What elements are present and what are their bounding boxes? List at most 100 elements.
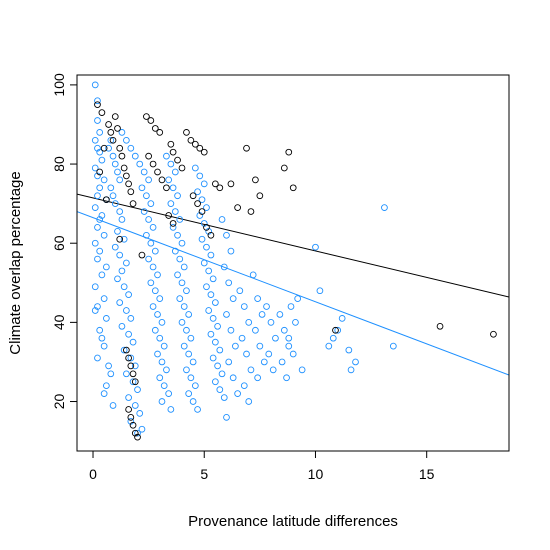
data-point [147, 117, 155, 124]
data-point [183, 326, 190, 334]
data-point [123, 136, 130, 144]
data-point [94, 303, 101, 310]
data-point [223, 414, 230, 421]
data-point [96, 326, 104, 334]
data-point [103, 315, 110, 322]
data-point [338, 315, 346, 322]
data-point [185, 350, 193, 358]
data-point [158, 398, 166, 405]
data-point [198, 196, 206, 204]
data-point [156, 374, 164, 382]
data-point [160, 342, 168, 350]
data-point [94, 172, 101, 180]
data-point [120, 164, 128, 172]
data-point [169, 148, 177, 156]
data-point [212, 180, 219, 188]
data-point [154, 350, 161, 358]
y-tick-label: 60 [51, 235, 67, 251]
data-point [189, 398, 197, 405]
data-point [138, 425, 146, 433]
data-point [223, 311, 230, 318]
data-point [252, 326, 259, 334]
data-point [125, 180, 132, 188]
x-tick-label: 0 [89, 466, 97, 482]
data-point [289, 350, 297, 358]
data-point [145, 176, 152, 184]
data-point [111, 243, 119, 251]
data-point [490, 330, 497, 338]
data-point [180, 303, 188, 310]
data-point [196, 172, 204, 180]
data-point [263, 303, 270, 310]
data-point [280, 164, 288, 172]
data-point [316, 287, 324, 295]
data-point [169, 220, 177, 227]
data-point [174, 231, 181, 239]
data-point [127, 354, 135, 362]
data-point [232, 342, 239, 350]
data-point [96, 247, 104, 255]
data-point [203, 283, 210, 291]
data-point [107, 184, 115, 192]
data-point [174, 192, 181, 200]
data-point [227, 326, 235, 334]
data-point [91, 307, 99, 314]
y-tick-label: 40 [51, 314, 67, 330]
data-point [243, 350, 250, 358]
x-tick-label: 10 [308, 466, 324, 482]
data-point [123, 370, 130, 378]
data-point [212, 378, 219, 386]
data-point [176, 216, 184, 223]
data-point [129, 370, 137, 378]
data-point [105, 121, 112, 128]
data-point [125, 291, 132, 299]
data-point [180, 263, 188, 271]
data-point [189, 358, 197, 366]
data-point [332, 326, 339, 334]
data-point [116, 176, 124, 184]
data-point [187, 136, 195, 144]
data-point [158, 176, 166, 184]
data-point [111, 160, 119, 168]
data-point [225, 279, 233, 287]
data-point [345, 346, 353, 354]
data-point [185, 311, 193, 318]
data-point [178, 164, 186, 172]
data-point [167, 200, 175, 207]
data-point [125, 394, 132, 401]
data-point [149, 303, 157, 310]
data-point [123, 172, 130, 180]
data-point [436, 322, 444, 330]
data-point [127, 144, 135, 152]
data-point [107, 370, 115, 378]
data-point [116, 299, 124, 306]
data-point [298, 366, 306, 374]
data-point [105, 144, 112, 152]
data-point [171, 208, 179, 215]
data-point [118, 267, 126, 275]
data-point [278, 358, 286, 366]
data-point [125, 354, 132, 362]
data-point [98, 109, 106, 116]
data-point [165, 176, 173, 184]
data-point [156, 129, 164, 136]
data-point [143, 192, 150, 200]
x-tick-label: 5 [200, 466, 208, 482]
data-point [94, 224, 101, 231]
data-point [145, 255, 152, 263]
data-point [116, 144, 124, 152]
data-point [127, 315, 135, 322]
data-point [134, 433, 141, 441]
data-point [91, 136, 99, 144]
data-point [100, 144, 108, 152]
data-point [138, 251, 146, 259]
data-point [254, 295, 261, 302]
data-point [174, 271, 181, 279]
data-point [129, 338, 137, 346]
data-point [207, 291, 215, 299]
data-point [205, 307, 213, 314]
data-point [171, 168, 179, 176]
data-point [111, 200, 119, 207]
data-point [140, 208, 148, 215]
data-point [347, 366, 355, 374]
